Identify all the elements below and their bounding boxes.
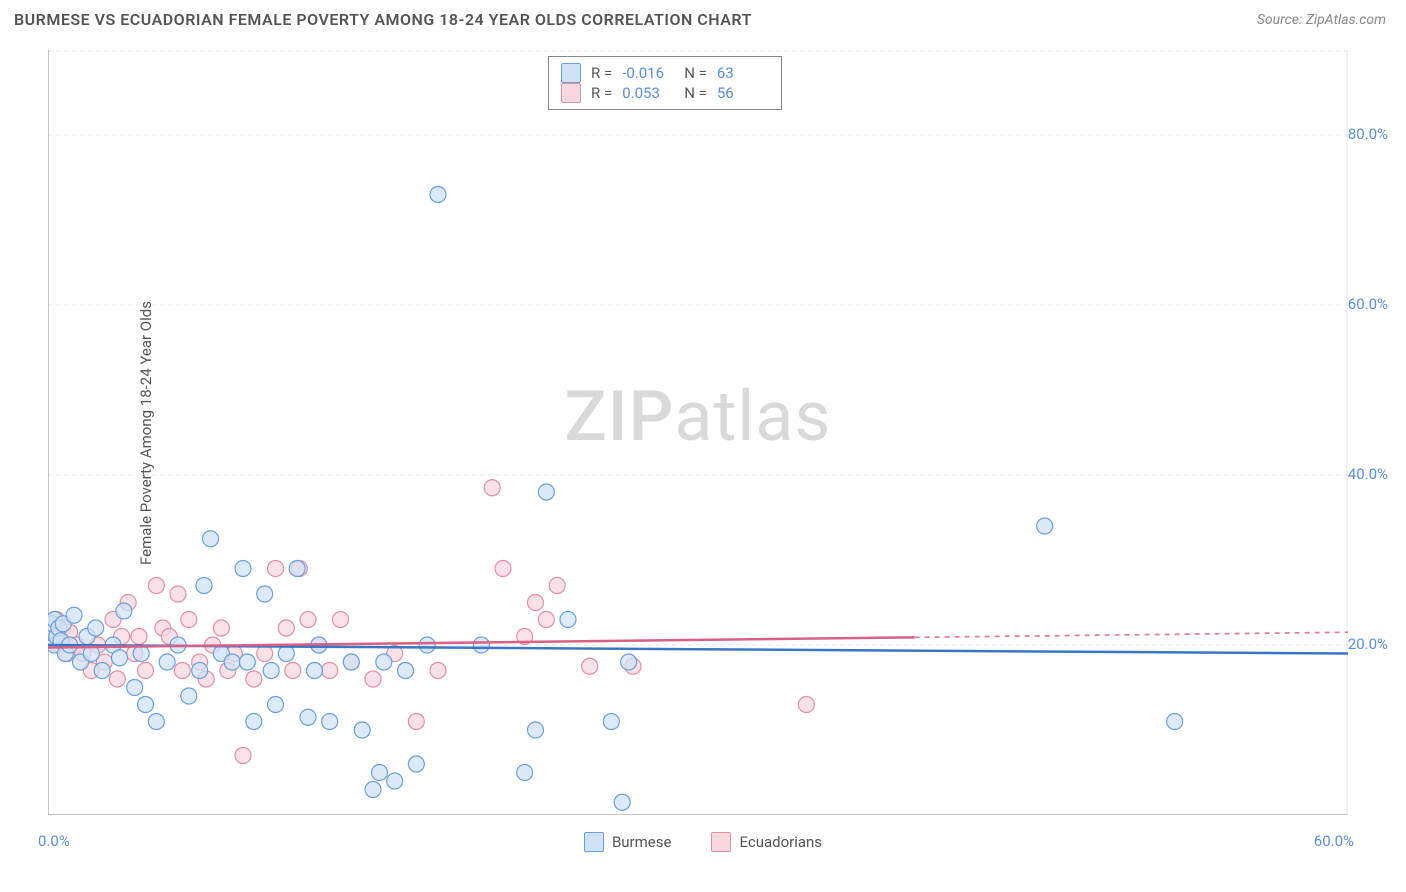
legend-item-burmese: Burmese: [584, 832, 672, 852]
correlation-row-ecuadorian: R =0.053 N =56: [561, 83, 769, 103]
y-tick-label: 20.0%: [1348, 635, 1388, 653]
y-tick-label: 40.0%: [1348, 465, 1388, 483]
source-attribution: Source: ZipAtlas.com: [1257, 12, 1386, 28]
y-tick-label: 60.0%: [1348, 295, 1388, 313]
series-legend: Burmese Ecuadorians: [0, 832, 1406, 852]
correlation-legend: R =-0.016 N =63 R =0.053 N =56: [548, 56, 782, 110]
swatch-burmese: [584, 832, 604, 852]
y-axis-label: Female Poverty Among 18-24 Year Olds: [137, 301, 155, 565]
swatch-ecuadorian: [711, 832, 731, 852]
chart-title: BURMESE VS ECUADORIAN FEMALE POVERTY AMO…: [14, 10, 752, 29]
correlation-row-burmese: R =-0.016 N =63: [561, 63, 769, 83]
legend-item-ecuadorians: Ecuadorians: [711, 832, 822, 852]
y-tick-label: 80.0%: [1348, 125, 1388, 143]
chart-area: Female Poverty Among 18-24 Year Olds ZIP…: [48, 50, 1348, 815]
scatter-chart: [48, 50, 1348, 815]
